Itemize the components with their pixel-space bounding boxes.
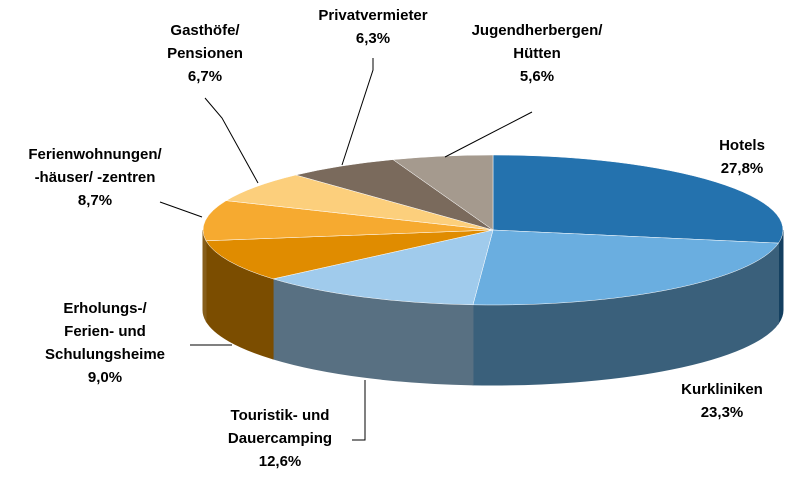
value-label: 8,7%: [77, 192, 113, 209]
slice-label: Privatvermieter 6,3%: [318, 4, 427, 50]
slice: [392, 154, 494, 231]
value-label: 5,6%: [519, 68, 555, 85]
slice-label: Touristik- und Dauercamping 12,6%: [228, 404, 332, 473]
slice: [492, 154, 784, 244]
slice-side: [202, 229, 207, 323]
category-name: Jugendherbergen/ Hütten: [471, 22, 603, 62]
slice: [472, 229, 779, 306]
slice-label: Gasthöfe/ Pensionen 6,7%: [167, 19, 243, 88]
slice-label: Hotels 27,8%: [719, 134, 765, 180]
category-name: Hotels: [719, 137, 765, 154]
value-label: 6,3%: [355, 30, 391, 47]
leader-line: [204, 97, 259, 184]
slice: [294, 159, 494, 231]
category-name: Touristik- und Dauercamping: [227, 407, 333, 447]
leader-line: [341, 58, 374, 166]
category-name: Privatvermieter: [318, 7, 428, 24]
value-label: 6,7%: [187, 68, 223, 85]
slice-label: Kurkliniken 23,3%: [681, 378, 763, 424]
slice: [205, 229, 494, 280]
value-label: 12,6%: [258, 453, 302, 470]
slice-side: [778, 229, 784, 325]
value-label: 27,8%: [720, 160, 764, 177]
slice-label: Jugendherbergen/ Hütten 5,6%: [472, 19, 603, 88]
category-name: Ferienwohnungen/ -häuser/ -zentren: [28, 146, 162, 186]
category-name: Kurkliniken: [681, 381, 763, 398]
leader-line: [159, 201, 203, 218]
category-name: Erholungs-/ Ferien- und Schulungsheime: [44, 300, 166, 363]
leader-line: [352, 380, 366, 441]
tops: [202, 154, 784, 306]
value-label: 9,0%: [87, 369, 123, 386]
value-label: 23,3%: [700, 404, 744, 421]
slice: [272, 229, 494, 306]
leader-line: [444, 111, 533, 158]
category-name: Gasthöfe/ Pensionen: [167, 22, 243, 62]
slice: [202, 200, 494, 242]
slice-label: Ferienwohnungen/ -häuser/ -zentren 8,7%: [28, 143, 161, 212]
slice: [225, 174, 494, 231]
sides: [202, 229, 784, 386]
slice-label: Erholungs-/ Ferien- und Schulungsheime 9,…: [45, 297, 165, 389]
